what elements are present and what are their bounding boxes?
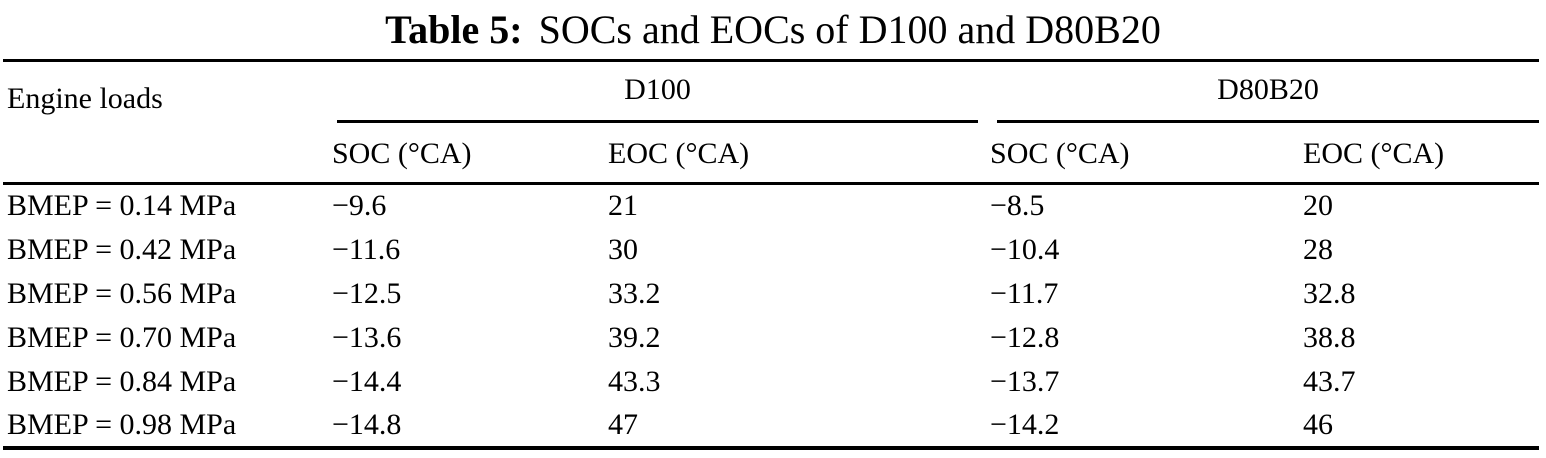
group-header-d80b20-label: D80B20 — [997, 73, 1540, 123]
load-cell: BMEP = 0.56 MPa — [7, 276, 237, 310]
cell-soc-d100: −11.6 — [332, 232, 401, 266]
table-caption: Table 5: SOCs and EOCs of D100 and D80B20 — [0, 0, 1546, 59]
cell-soc-d100: −9.6 — [332, 189, 387, 223]
sub-header-row: SOC (°CA) EOC (°CA) SOC (°CA) EOC (°CA) — [3, 122, 1540, 185]
column-header-engine-loads: Engine loads — [3, 60, 328, 185]
load-cell: BMEP = 0.98 MPa — [7, 407, 237, 441]
table-row: BMEP = 0.42 MPa −11.6 30 −10.4 28 — [3, 228, 1539, 272]
table-row: BMEP = 0.14 MPa −9.6 21 −8.5 20 — [3, 184, 1539, 228]
cell-eoc-d100: 33.2 — [608, 276, 661, 310]
cell-eoc-d80b20: 43.7 — [1303, 364, 1356, 398]
group-header-row: Engine loads D100 D80B20 — [3, 60, 1540, 185]
cell-soc-d80b20: −14.2 — [990, 407, 1060, 441]
data-table: Engine loads D100 D80B20 SOC (°CA) EOC (… — [3, 59, 1540, 450]
caption-label: Table 5: — [385, 7, 523, 52]
table-body: BMEP = 0.14 MPa −9.6 21 −8.5 20 BMEP = 0… — [3, 184, 1539, 448]
table-row: BMEP = 0.56 MPa −12.5 33.2 −11.7 32.8 — [3, 272, 1539, 316]
table-row: BMEP = 0.84 MPa −14.4 43.3 −13.7 43.7 — [3, 360, 1539, 404]
caption-text: SOCs and EOCs of D100 and D80B20 — [538, 7, 1161, 52]
table-header: Engine loads D100 D80B20 SOC (°CA) EOC (… — [3, 60, 1540, 185]
column-header-eoc-d80b20: EOC (°CA) — [1299, 122, 1540, 185]
cell-soc-d80b20: −10.4 — [990, 232, 1060, 266]
load-cell: BMEP = 0.84 MPa — [7, 364, 237, 398]
cell-eoc-d80b20: 28 — [1303, 232, 1334, 266]
cell-soc-d100: −14.8 — [332, 407, 402, 441]
cell-eoc-d100: 21 — [608, 189, 638, 223]
group-header-d100: D100 — [328, 61, 986, 123]
cell-eoc-d80b20: 20 — [1303, 189, 1334, 223]
table-row: BMEP = 0.70 MPa −13.6 39.2 −12.8 38.8 — [3, 316, 1539, 360]
cell-eoc-d100: 43.3 — [608, 364, 661, 398]
group-header-d80b20: D80B20 — [986, 61, 1540, 123]
cell-soc-d100: −13.6 — [332, 320, 402, 354]
cell-eoc-d100: 39.2 — [608, 320, 661, 354]
group-header-d100-label: D100 — [337, 73, 979, 123]
cell-eoc-d80b20: 38.8 — [1303, 320, 1356, 354]
cell-soc-d100: −14.4 — [332, 364, 402, 398]
load-cell: BMEP = 0.42 MPa — [7, 232, 237, 266]
cell-soc-d80b20: −8.5 — [990, 189, 1045, 223]
column-header-soc-d80b20: SOC (°CA) — [986, 122, 1300, 185]
load-cell: BMEP = 0.14 MPa — [7, 189, 237, 223]
cell-eoc-d100: 30 — [608, 232, 638, 266]
table-row: BMEP = 0.98 MPa −14.8 47 −14.2 46 — [3, 404, 1539, 448]
load-cell: BMEP = 0.70 MPa — [7, 320, 237, 354]
cell-soc-d100: −12.5 — [332, 276, 402, 310]
cell-soc-d80b20: −11.7 — [990, 276, 1059, 310]
cell-eoc-d100: 47 — [608, 407, 638, 441]
column-header-eoc-d100: EOC (°CA) — [604, 122, 987, 185]
cell-soc-d80b20: −13.7 — [990, 364, 1060, 398]
cell-eoc-d80b20: 32.8 — [1303, 276, 1356, 310]
cell-eoc-d80b20: 46 — [1303, 407, 1334, 441]
cell-soc-d80b20: −12.8 — [990, 320, 1060, 354]
column-header-soc-d100: SOC (°CA) — [328, 122, 604, 185]
